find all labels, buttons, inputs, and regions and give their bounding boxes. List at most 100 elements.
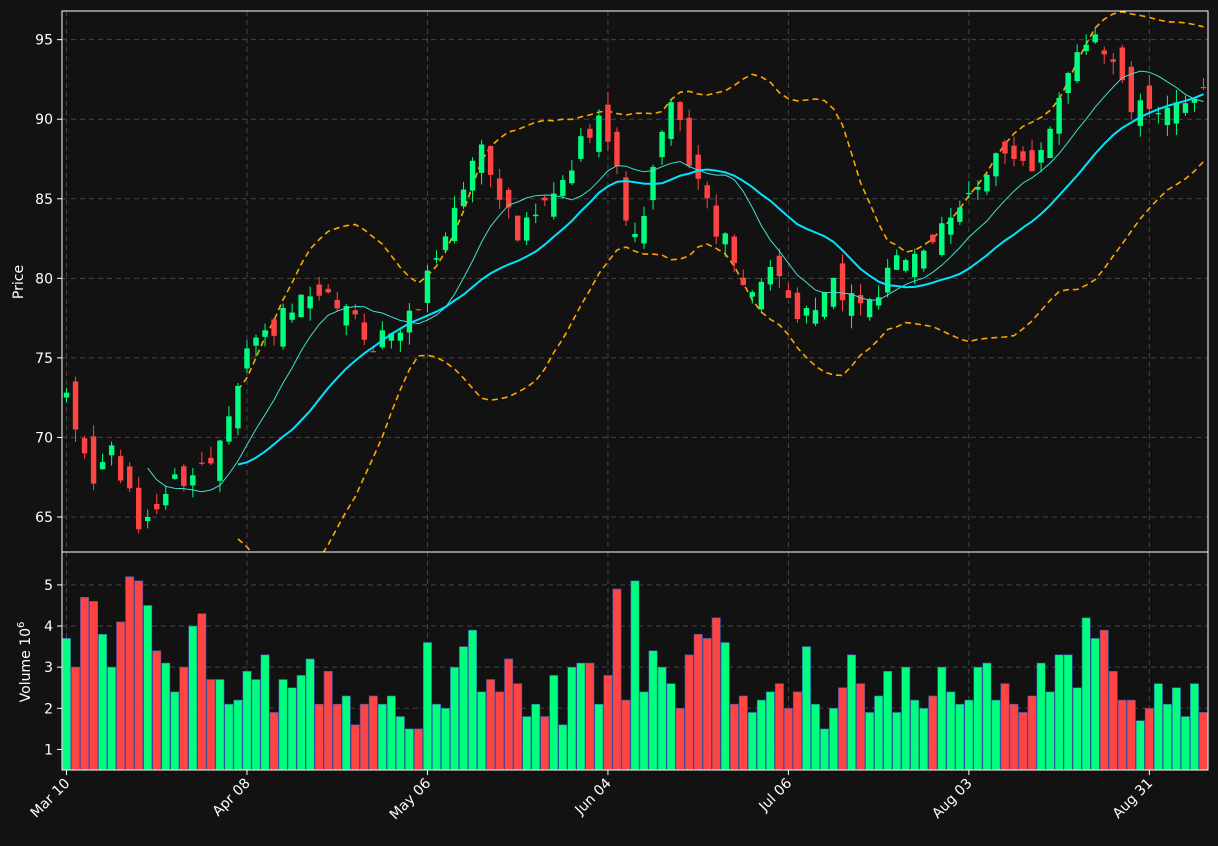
candle-body (524, 217, 530, 241)
volume-y-label-text: Volume 10 (18, 628, 34, 702)
volume-bar (811, 703, 820, 770)
volume-bar (377, 703, 387, 770)
volume-bar (765, 691, 775, 770)
volume-bar (441, 708, 450, 770)
candle-body (821, 291, 828, 317)
candle-body (1164, 107, 1171, 126)
candle-body (848, 293, 855, 316)
volume-bar (847, 654, 857, 770)
candle-body (884, 267, 891, 293)
volume-bar (1054, 654, 1064, 770)
candle-body (253, 337, 259, 346)
candle-body (632, 234, 638, 238)
candle-body (533, 214, 539, 217)
candle-body (154, 504, 160, 510)
candle-body (659, 131, 665, 158)
volume-bar (1162, 703, 1172, 770)
volume-y-label-exponent: 6 (16, 622, 27, 628)
candle-body (893, 255, 900, 270)
candle-body (163, 494, 169, 506)
volume-bar (829, 708, 838, 770)
candle-body (731, 236, 737, 264)
candle-body (487, 146, 494, 175)
volume-bar (702, 638, 712, 770)
volume-bar (197, 613, 207, 770)
candle-body (334, 299, 340, 309)
candle-body (478, 144, 485, 173)
volume-bar (1009, 703, 1019, 770)
volume-bar (711, 617, 721, 770)
candle-body (975, 186, 981, 190)
volume-bar (1108, 670, 1118, 770)
candle-body (1083, 44, 1089, 52)
volume-bar (1135, 720, 1145, 770)
volume-bars (62, 576, 1208, 770)
candle-body (108, 445, 115, 456)
candles (63, 27, 1207, 534)
volume-bar (1081, 617, 1091, 770)
volume-bar (612, 588, 622, 770)
candle-body (424, 270, 431, 303)
volume-bar (594, 703, 604, 770)
volume-bar (982, 662, 992, 770)
candle-body (145, 516, 151, 522)
volume-y-label: Volume 106 (16, 622, 34, 703)
volume-bar (1199, 712, 1208, 770)
volume-bar (432, 703, 441, 770)
candle-body (1047, 128, 1053, 159)
volume-bar (323, 670, 333, 770)
candle-body (442, 236, 449, 251)
volume-bar (495, 691, 505, 770)
candle-body (1182, 103, 1189, 113)
candle-body (614, 131, 620, 166)
candle-body (1020, 151, 1026, 161)
volume-bar (386, 695, 396, 770)
candle-body (1173, 102, 1180, 124)
volume-y-tick-label: 1 (44, 742, 53, 758)
candle-body (1029, 150, 1035, 172)
candle-body (460, 189, 467, 207)
volume-bar (1027, 695, 1037, 770)
candle-body (1137, 100, 1144, 126)
candle-body (1038, 150, 1044, 163)
volume-bar (468, 629, 478, 770)
candle-body (1200, 86, 1207, 89)
candle-body (722, 233, 728, 245)
candle-body (433, 258, 440, 260)
candle-body (767, 266, 774, 285)
volume-bar (747, 712, 757, 770)
volume-bar (783, 708, 793, 770)
volume-bar (973, 666, 983, 770)
volume-bar (1171, 687, 1181, 770)
candle-body (126, 466, 133, 489)
volume-bar (278, 679, 288, 770)
volume-bar (1180, 716, 1190, 770)
volume-bar (350, 724, 360, 770)
volume-bar (161, 662, 171, 770)
volume-bar (693, 633, 703, 770)
candle-body (857, 295, 864, 304)
volume-bar (558, 724, 568, 770)
candle-body (262, 330, 268, 337)
candle-body (542, 197, 548, 201)
candle-body (668, 102, 674, 139)
candle-body (803, 308, 810, 316)
volume-bar (152, 650, 162, 770)
bollinger-bands (237, 11, 1205, 552)
volume-bar (179, 666, 189, 770)
candle-body (135, 487, 142, 530)
candle-body (352, 310, 358, 315)
candle-body (63, 392, 70, 398)
volume-bar (1190, 683, 1199, 770)
candle-body (226, 416, 232, 442)
candle-body (1119, 47, 1125, 81)
volume-bar (549, 675, 559, 770)
volume-bar (1036, 662, 1046, 770)
volume-bar (359, 703, 369, 770)
candle-body (1065, 73, 1071, 94)
candle-body (930, 234, 936, 243)
candle-body (740, 277, 746, 286)
price-y-tick-label: 85 (35, 192, 53, 208)
volume-bar (125, 576, 135, 770)
